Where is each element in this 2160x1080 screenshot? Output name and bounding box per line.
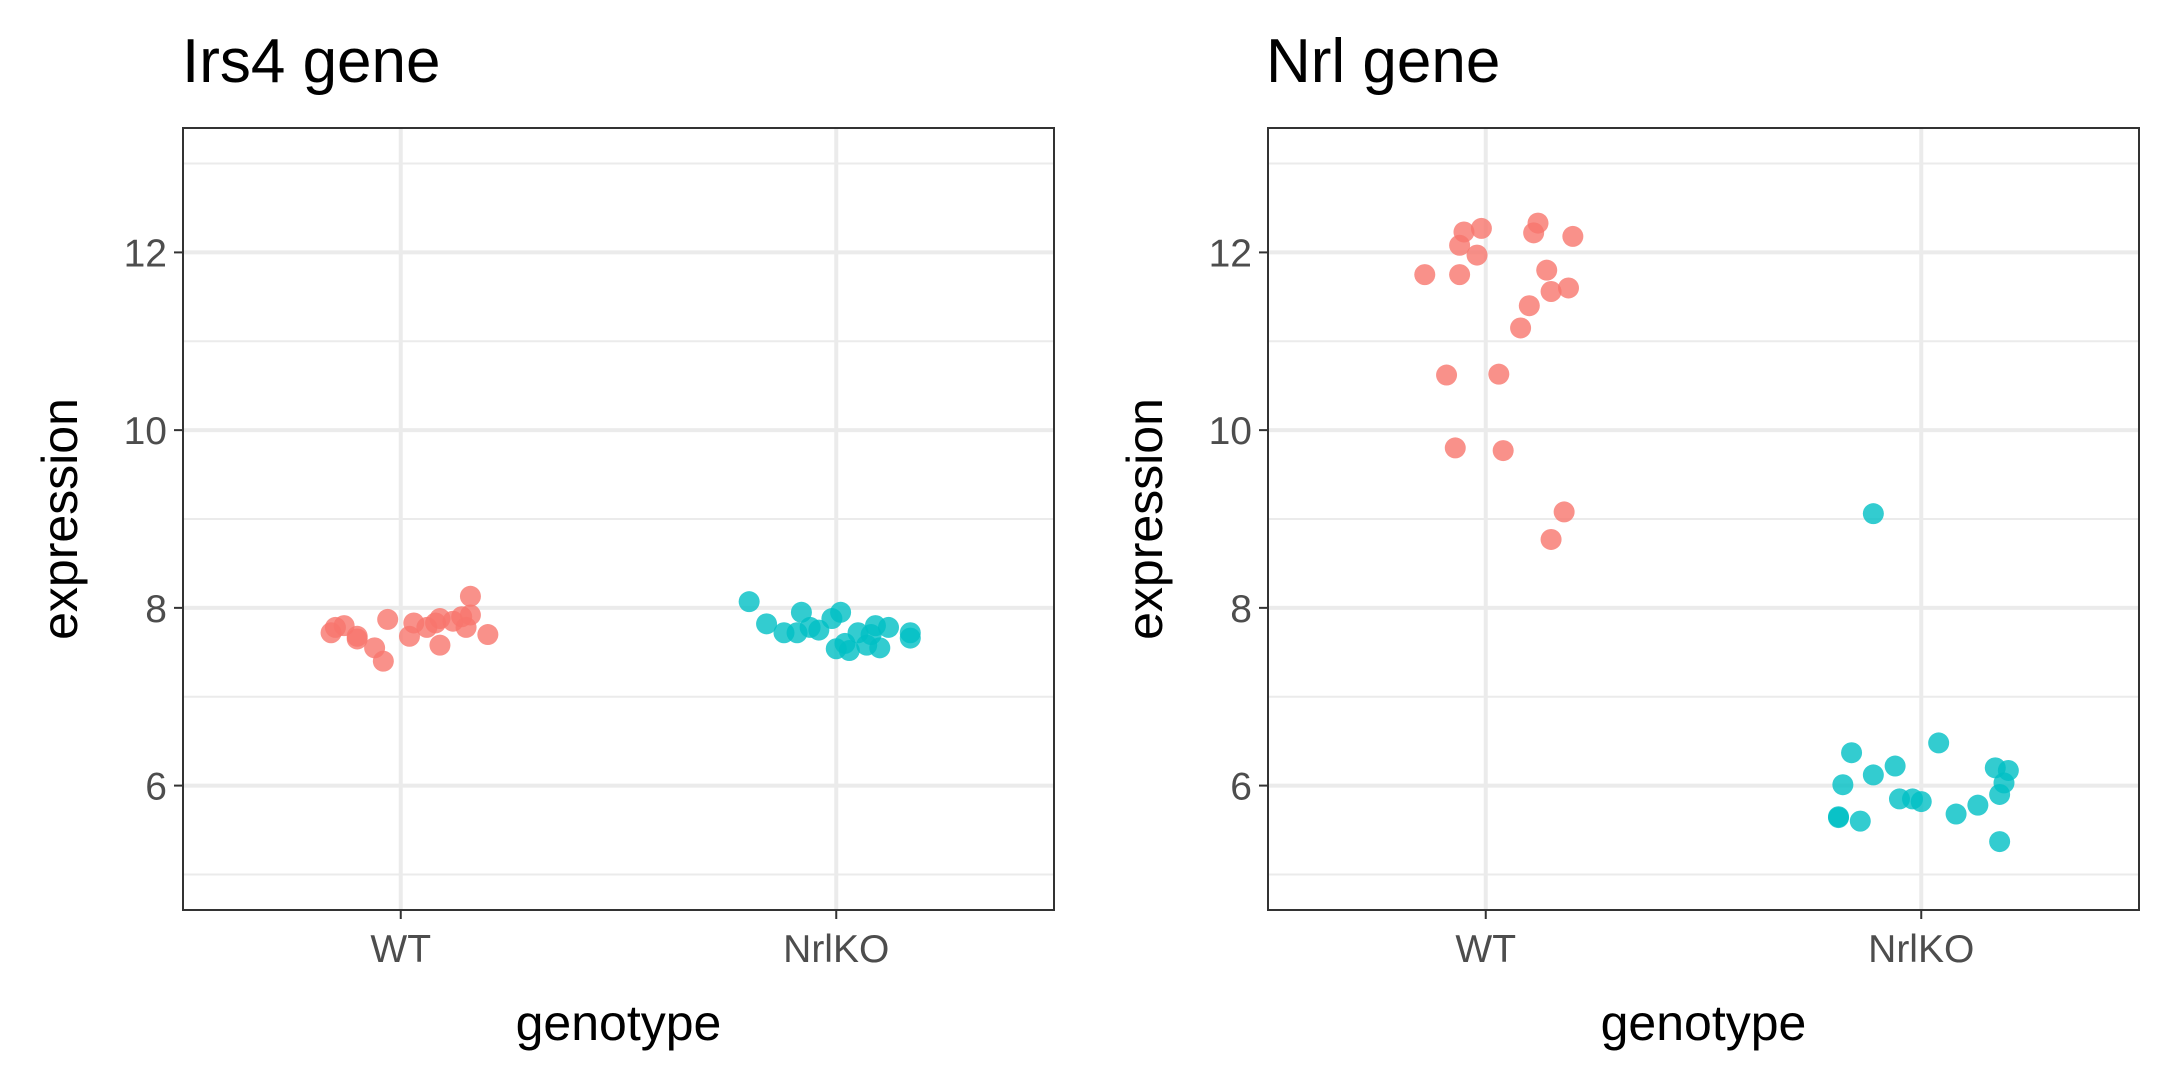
- data-point: [1527, 212, 1549, 234]
- y-tick-label: 8: [1230, 588, 1252, 631]
- data-point: [1540, 528, 1562, 550]
- data-point: [899, 627, 921, 649]
- data-point: [1536, 259, 1558, 281]
- data-point: [1453, 221, 1475, 243]
- data-point: [1470, 217, 1492, 239]
- data-point: [1997, 759, 2019, 781]
- chart-title: Nrl gene: [1266, 27, 1500, 96]
- data-point: [838, 640, 860, 662]
- chart-title: Irs4 gene: [182, 27, 441, 96]
- chart-panel-2: 6 8 10 12 WT NrlKO genotype expression Nrl gene: [1117, 27, 2140, 1051]
- x-axis-title: genotype: [1601, 995, 1807, 1051]
- data-point: [1928, 732, 1950, 754]
- y-tick-label: 12: [124, 232, 167, 275]
- data-point: [1832, 774, 1854, 796]
- data-point: [429, 634, 451, 656]
- y-axis-title: expression: [32, 398, 88, 640]
- data-point: [1562, 225, 1584, 247]
- data-point: [1841, 742, 1863, 764]
- x-tick-label: NrlKO: [1868, 928, 1974, 971]
- data-point: [1510, 317, 1532, 339]
- data-point: [1849, 810, 1871, 832]
- y-tick-label: 10: [124, 410, 167, 453]
- data-point: [1884, 755, 1906, 777]
- data-point: [1518, 295, 1540, 317]
- y-tick-label: 6: [1230, 766, 1252, 809]
- data-point: [1414, 264, 1436, 286]
- panel-border: [182, 127, 1055, 911]
- data-point: [1967, 794, 1989, 816]
- data-point: [1466, 244, 1488, 266]
- data-point: [1488, 363, 1510, 385]
- data-point: [738, 591, 760, 613]
- data-point: [477, 624, 499, 646]
- y-tick-label: 6: [145, 766, 167, 809]
- data-point: [830, 601, 852, 623]
- data-point: [372, 650, 394, 672]
- data-point: [1492, 440, 1514, 462]
- y-axis-title: expression: [1117, 398, 1173, 640]
- data-point: [878, 616, 900, 638]
- data-point: [377, 608, 399, 630]
- data-point: [756, 613, 778, 635]
- data-point: [1945, 803, 1967, 825]
- data-point: [1444, 437, 1466, 459]
- panel-border: [1267, 127, 2140, 911]
- data-point: [1862, 764, 1884, 786]
- chart-panel-1: 6 8 10 12 WT NrlKO genotype expression Irs4 gene: [32, 27, 1055, 1051]
- data-point: [1989, 831, 2011, 853]
- x-tick-label: NrlKO: [783, 928, 889, 971]
- y-tick-label: 12: [1209, 232, 1252, 275]
- data-point: [1436, 364, 1458, 386]
- data-point: [1449, 264, 1471, 286]
- data-point: [1553, 501, 1575, 523]
- data-point: [1862, 503, 1884, 525]
- data-point: [459, 604, 481, 626]
- x-axis-title: genotype: [516, 995, 722, 1051]
- data-point: [1828, 806, 1850, 828]
- x-tick-label: WT: [370, 928, 431, 971]
- data-point: [459, 585, 481, 607]
- x-tick-label: WT: [1455, 928, 1516, 971]
- data-point: [1557, 277, 1579, 299]
- data-point: [869, 637, 891, 659]
- data-point: [1910, 791, 1932, 813]
- data-point: [346, 625, 368, 647]
- y-tick-label: 10: [1209, 410, 1252, 453]
- y-tick-label: 8: [145, 588, 167, 631]
- data-point: [1540, 281, 1562, 303]
